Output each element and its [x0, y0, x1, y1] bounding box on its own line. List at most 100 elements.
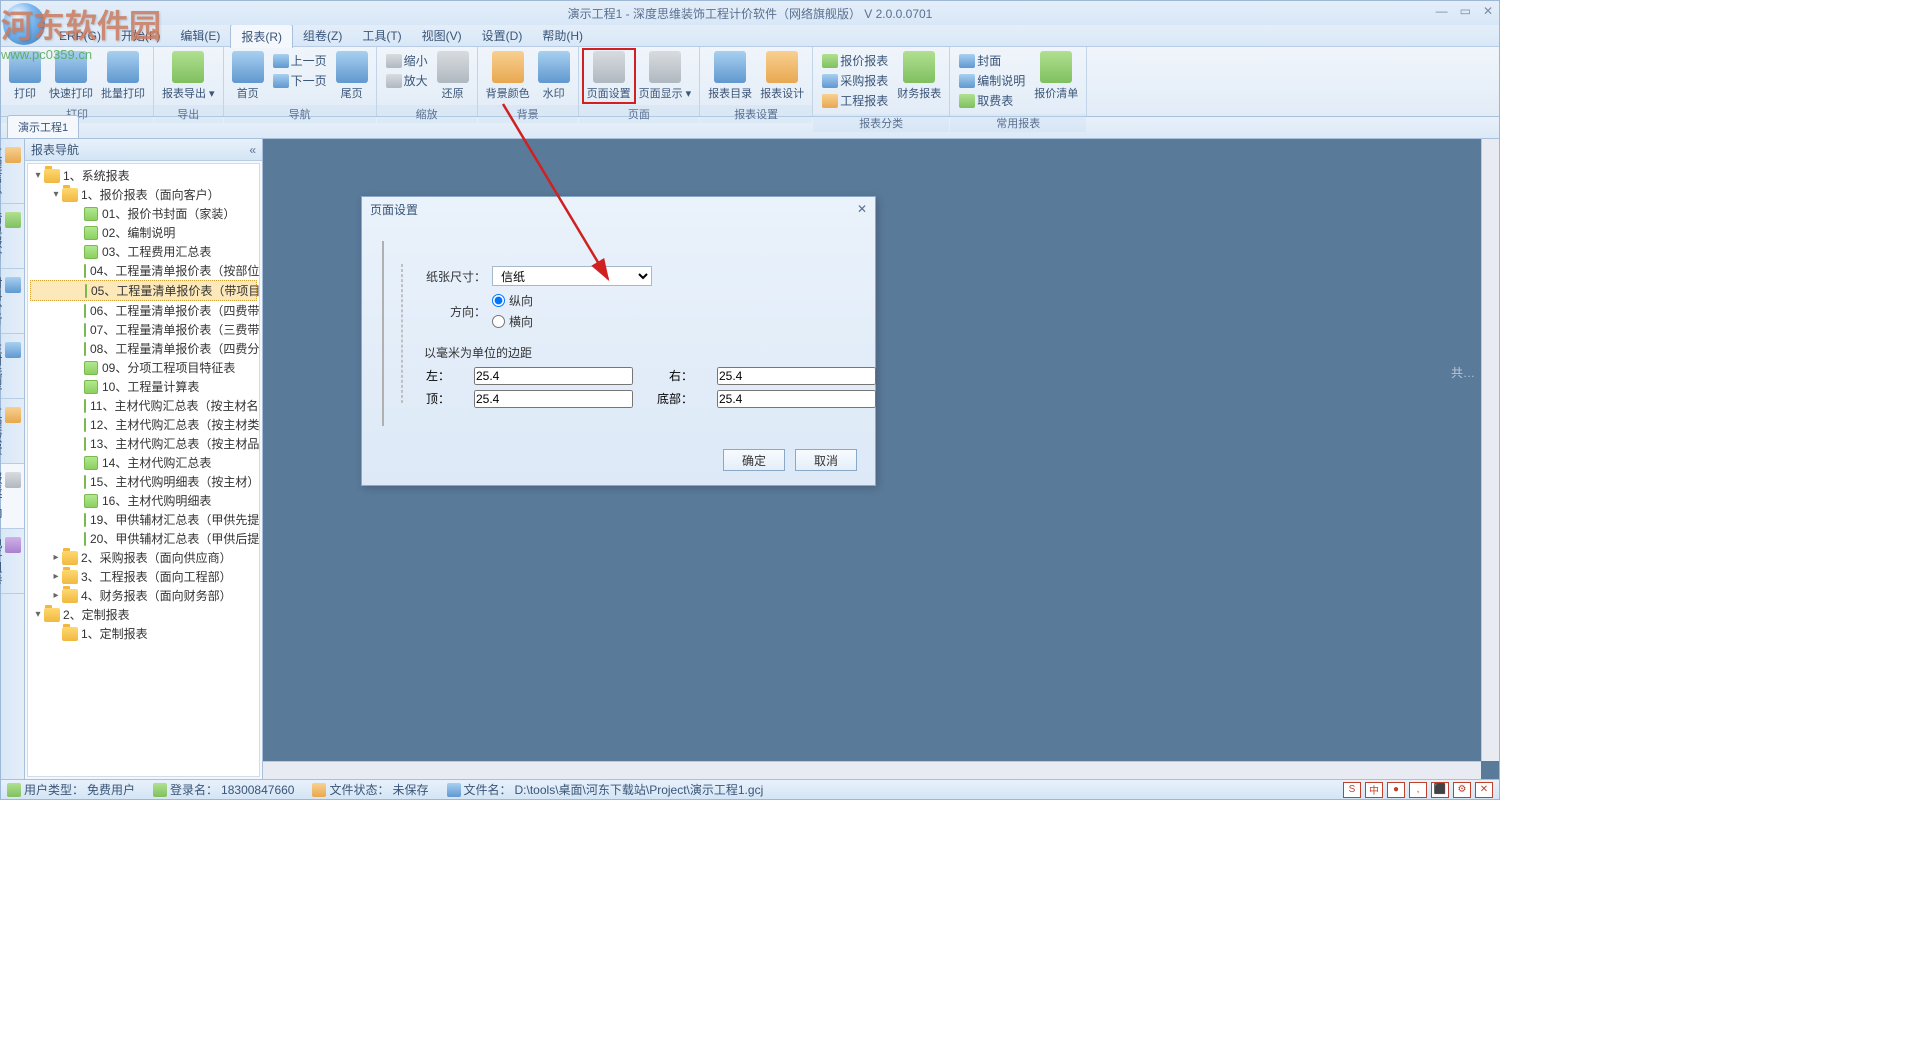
ribbon-button[interactable]: 尾页: [332, 49, 372, 103]
expander-icon[interactable]: ▾: [50, 189, 62, 200]
ribbon-button-small[interactable]: 缩小: [383, 51, 431, 70]
ribbon-button-small[interactable]: 放大: [383, 71, 431, 90]
menu-item[interactable]: 开始(F): [111, 24, 170, 47]
expander-icon[interactable]: ▸: [50, 590, 62, 601]
ribbon-button-small[interactable]: 采购报表: [819, 71, 891, 90]
ribbon-button[interactable]: 报表目录: [704, 49, 756, 103]
tree-node[interactable]: 14、主材代购汇总表: [30, 453, 257, 472]
sidebar-tab[interactable]: 报表打印: [1, 464, 24, 529]
tree-node[interactable]: 02、编制说明: [30, 223, 257, 242]
dialog-titlebar: 页面设置 ✕: [362, 197, 875, 221]
sidebar-tab[interactable]: 电子组卷: [1, 529, 24, 594]
sidebar-tab[interactable]: 主材选型: [1, 334, 24, 399]
ribbon-button-small[interactable]: 封面: [956, 51, 1028, 70]
menu-item[interactable]: 工具(T): [352, 24, 411, 47]
sidebar-tab[interactable]: 工程取费: [1, 399, 24, 464]
tree-node[interactable]: ▾1、报价报表（面向客户）: [30, 185, 257, 204]
nav-collapse-button[interactable]: «: [249, 143, 256, 157]
menu-item[interactable]: ERP(G): [49, 26, 111, 46]
tree-node[interactable]: 12、主材代购汇总表（按主材类别）: [30, 415, 257, 434]
ribbon-button[interactable]: 水印: [534, 49, 574, 103]
tree-node[interactable]: 19、甲供辅材汇总表（甲供先提）: [30, 510, 257, 529]
tree-node[interactable]: 15、主材代购明细表（按主材）: [30, 472, 257, 491]
ribbon-button[interactable]: 批量打印: [97, 49, 149, 103]
tree-node[interactable]: ▸2、采购报表（面向供应商）: [30, 548, 257, 567]
margin-right-input[interactable]: [717, 367, 876, 385]
ribbon-button-small[interactable]: 下一页: [270, 71, 330, 90]
portrait-radio[interactable]: 纵向: [492, 292, 533, 309]
tree-node[interactable]: 04、工程量清单报价表（按部位明细）: [30, 261, 257, 280]
tree-node[interactable]: 06、工程量清单报价表（四费带特征）: [30, 301, 257, 320]
ime-indicator[interactable]: ●: [1387, 782, 1405, 798]
ribbon-button[interactable]: 报表设计: [756, 49, 808, 103]
ime-indicator[interactable]: 中: [1365, 782, 1383, 798]
ribbon-button[interactable]: 首页: [228, 49, 268, 103]
tree-node[interactable]: 01、报价书封面（家装）: [30, 204, 257, 223]
ribbon-button-small[interactable]: 上一页: [270, 51, 330, 70]
menu-item[interactable]: 帮助(H): [532, 24, 593, 47]
ime-indicator[interactable]: S: [1343, 782, 1361, 798]
margin-bottom-input[interactable]: [717, 390, 876, 408]
ribbon-button-small[interactable]: 取费表: [956, 91, 1028, 110]
minimize-button[interactable]: —: [1436, 4, 1448, 18]
menu-item[interactable]: 组卷(Z): [293, 24, 352, 47]
expander-icon[interactable]: ▾: [32, 170, 44, 181]
ribbon-button[interactable]: 还原: [433, 49, 473, 103]
dialog-close-button[interactable]: ✕: [857, 202, 867, 216]
margin-top-input[interactable]: [474, 390, 633, 408]
tree-node[interactable]: ▸4、财务报表（面向财务部）: [30, 586, 257, 605]
expander-icon[interactable]: ▸: [50, 552, 62, 563]
ime-indicator[interactable]: ⬛: [1431, 782, 1449, 798]
ribbon-button[interactable]: 财务报表: [893, 49, 945, 103]
menu-item[interactable]: 编辑(E): [170, 24, 230, 47]
tree-node[interactable]: 09、分项工程项目特征表: [30, 358, 257, 377]
sidebar-tab[interactable]: 工程信息: [1, 139, 24, 204]
ribbon-icon: [714, 51, 746, 83]
horizontal-scrollbar[interactable]: [263, 761, 1481, 779]
tree-node[interactable]: 11、主材代购汇总表（按主材名称）: [30, 396, 257, 415]
menu-item[interactable]: 视图(V): [412, 24, 472, 47]
ribbon-button[interactable]: 页面显示 ▾: [635, 49, 696, 103]
maximize-button[interactable]: ▭: [1460, 4, 1471, 18]
tree-node[interactable]: 13、主材代购汇总表（按主材品牌）: [30, 434, 257, 453]
document-icon: [84, 226, 98, 240]
ribbon-button-small[interactable]: 报价报表: [819, 51, 891, 70]
close-button[interactable]: ✕: [1483, 4, 1493, 18]
tree-node[interactable]: 07、工程量清单报价表（三费带特征）: [30, 320, 257, 339]
menu-item[interactable]: 报表(R): [230, 24, 293, 48]
ok-button[interactable]: 确定: [723, 449, 785, 471]
tree-node[interactable]: 20、甲供辅材汇总表（甲供后提）: [30, 529, 257, 548]
app-orb[interactable]: [3, 3, 45, 45]
tree-node[interactable]: ▾1、系统报表: [30, 166, 257, 185]
paper-size-select[interactable]: 信纸: [492, 266, 652, 286]
tree-node[interactable]: ▾2、定制报表: [30, 605, 257, 624]
ribbon-button[interactable]: 报表导出 ▾: [158, 49, 219, 103]
tree-node[interactable]: 03、工程费用汇总表: [30, 242, 257, 261]
sidebar-tab[interactable]: 材料分析: [1, 269, 24, 334]
ime-indicator[interactable]: ⚙: [1453, 782, 1471, 798]
tree-node[interactable]: ▸3、工程报表（面向工程部）: [30, 567, 257, 586]
ribbon-button[interactable]: 页面设置: [583, 49, 635, 103]
tree-node[interactable]: 10、工程量计算表: [30, 377, 257, 396]
ime-indicator[interactable]: ,: [1409, 782, 1427, 798]
vertical-scrollbar[interactable]: [1481, 139, 1499, 761]
ribbon-button[interactable]: 报价清单: [1030, 49, 1082, 103]
margin-left-input[interactable]: [474, 367, 633, 385]
expander-icon[interactable]: ▾: [32, 609, 44, 620]
ribbon-button[interactable]: 快速打印: [45, 49, 97, 103]
ribbon-button[interactable]: 背景颜色: [482, 49, 534, 103]
tree-node[interactable]: 08、工程量清单报价表（四费分列）: [30, 339, 257, 358]
cancel-button[interactable]: 取消: [795, 449, 857, 471]
ribbon-button-small[interactable]: 编制说明: [956, 71, 1028, 90]
ribbon-button[interactable]: 打印: [5, 49, 45, 103]
tree-node[interactable]: 1、定制报表: [30, 624, 257, 643]
landscape-radio[interactable]: 横向: [492, 313, 533, 330]
ribbon-button-small[interactable]: 工程报表: [819, 91, 891, 110]
menu-item[interactable]: 设置(D): [472, 24, 533, 47]
ime-indicator[interactable]: ✕: [1475, 782, 1493, 798]
tree-node[interactable]: 05、工程量清单报价表（带项目特征）: [30, 280, 257, 301]
tree-node[interactable]: 16、主材代购明细表: [30, 491, 257, 510]
sidebar-tab[interactable]: 清单报价: [1, 204, 24, 269]
expander-icon[interactable]: ▸: [50, 571, 62, 582]
document-tab[interactable]: 演示工程1: [7, 115, 79, 138]
